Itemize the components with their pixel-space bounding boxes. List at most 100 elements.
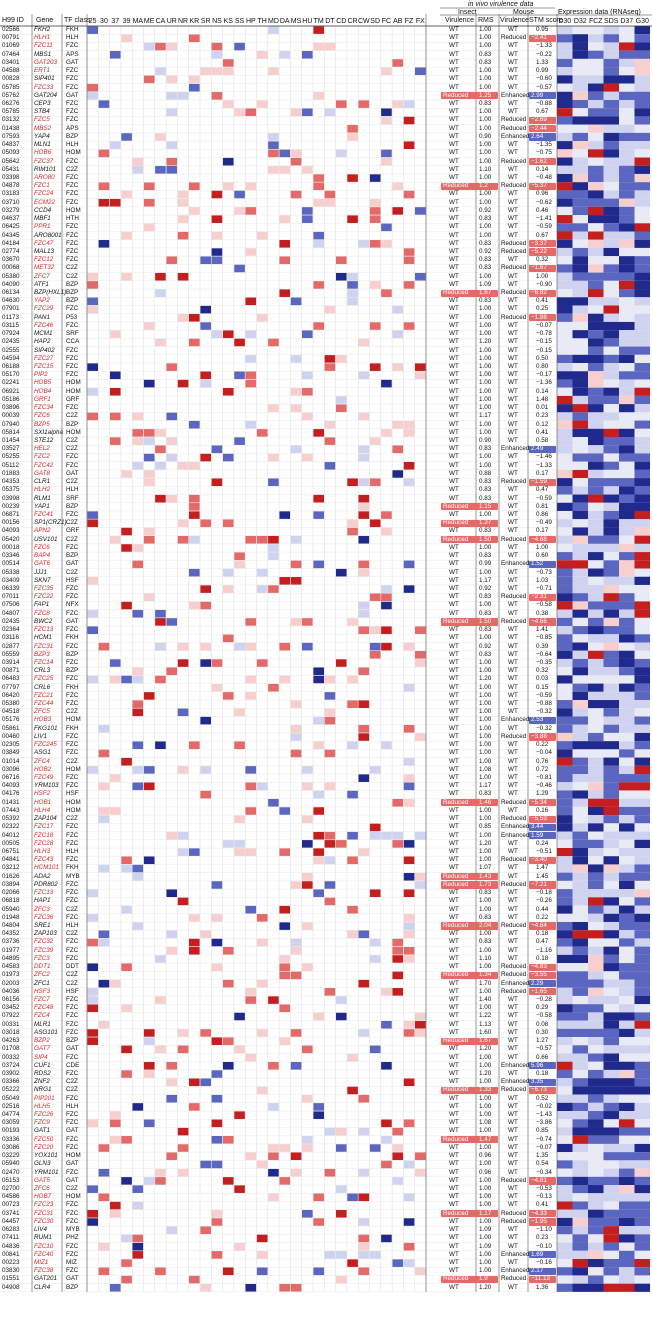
rms-value: 0.96 [479, 1168, 492, 1176]
expression-cell [572, 280, 588, 290]
heatmap-cell [143, 223, 155, 232]
expression-cell [572, 889, 588, 898]
expression-cell [619, 650, 635, 659]
stm-score: 2.29 [531, 979, 544, 987]
stm-score: −0.75 [536, 149, 552, 157]
expression-cell [588, 584, 604, 594]
heatmap-cell [403, 256, 415, 265]
gene-id: 02435 [2, 338, 20, 346]
heatmap-cell [155, 955, 166, 963]
tf-class: FZC [66, 774, 79, 782]
mouse-enhanced-badge [529, 980, 556, 988]
heatmap-cell [121, 133, 132, 141]
expression-cell [572, 609, 588, 618]
expression-cell [588, 815, 604, 824]
heatmap-cell [302, 881, 313, 889]
gene-name: BZP2 [34, 1037, 50, 1045]
insect-virulence: WT [449, 741, 459, 749]
insect-virulence: WT [449, 864, 459, 872]
expression-cell [634, 1193, 650, 1202]
expression-cell [619, 280, 635, 290]
tf-class: FZC [66, 1217, 79, 1225]
expression-cell [603, 116, 619, 125]
stm-score: −2.41 [531, 34, 547, 42]
heatmap-cell [290, 108, 302, 117]
gene-name: PIP201 [34, 1094, 55, 1102]
heatmap-cell [245, 1053, 257, 1062]
expression-cell [619, 387, 635, 396]
gene-id: 04012 [2, 831, 20, 839]
insect-virulence: WT [449, 568, 459, 576]
heatmap-cell [166, 1078, 178, 1087]
tf-class: GRF [66, 395, 80, 403]
gene-id: 05420 [2, 535, 20, 543]
heatmap-cell [347, 272, 358, 281]
heatmap-cell [143, 1177, 155, 1185]
tf-class: BZP [66, 1283, 79, 1291]
expression-cell [572, 716, 588, 725]
expression-cell [572, 584, 588, 594]
gene-name: PIP2 [34, 371, 48, 379]
heatmap-cell [369, 198, 381, 207]
rms-value: 1.00 [479, 749, 492, 757]
expression-cell [557, 1226, 573, 1235]
expression-cell [634, 502, 650, 511]
expression-cell [634, 1028, 650, 1038]
col-gene: Gene [36, 17, 54, 24]
heatmap-cell [279, 1037, 291, 1045]
expression-cell [588, 527, 604, 536]
expression-cell [619, 782, 635, 791]
heatmap-cell [381, 831, 392, 840]
expression-cell [572, 700, 588, 709]
mouse-reduced-badge [529, 988, 556, 996]
expression-cell [557, 141, 573, 150]
gene-id: 01626 [2, 872, 20, 880]
mouse-virulence: Reduced [501, 289, 527, 297]
gene-name: YAP2 [34, 297, 50, 305]
heatmap-cell [177, 1029, 189, 1037]
heatmap-cell [381, 988, 392, 996]
heatmap-cell [369, 478, 381, 487]
expression-cell [572, 765, 588, 775]
heatmap-cell [279, 50, 291, 59]
expression-cell [588, 453, 604, 462]
heatmap-cell [392, 363, 404, 371]
expression-cell [603, 782, 619, 791]
mouse-virulence: WT [508, 1242, 518, 1250]
gene-name: FZC28 [34, 839, 54, 847]
heatmap-cell [392, 420, 404, 429]
stm-score: 1.41 [536, 626, 549, 634]
gene-id: 03896 [2, 404, 20, 412]
expression-cell [619, 1283, 635, 1292]
insect-virulence: WT [449, 716, 459, 724]
insect-virulence: WT [449, 987, 459, 995]
heatmap-cell [222, 1037, 234, 1045]
expression-cell [603, 387, 619, 396]
expression-cell [603, 1250, 619, 1259]
heatmap-cell [166, 412, 178, 421]
mouse-reduced-badge [529, 856, 556, 864]
expression-cell [634, 437, 650, 446]
expression-cell [588, 560, 604, 569]
gene-id: 06483 [2, 675, 20, 683]
stm-score: 0.17 [536, 527, 549, 535]
expression-cell [603, 1119, 619, 1128]
expression-cell [634, 601, 650, 610]
expression-cell [619, 141, 635, 150]
expression-cell [603, 593, 619, 602]
heatmap-cell [143, 535, 155, 544]
expression-cell [557, 823, 573, 832]
gene-name: FZC33 [34, 83, 54, 91]
stm-score: −1.33 [536, 461, 552, 469]
heatmap-cell [335, 1185, 347, 1193]
tf-class: GAT [66, 560, 79, 568]
gene-name: FZC13 [34, 889, 54, 897]
stm-score: −0.57 [536, 1045, 552, 1053]
expression-cell [557, 691, 573, 701]
expression-cell [572, 1275, 588, 1284]
heatmap-cell [87, 387, 98, 396]
heatmap-cell [256, 979, 268, 988]
rms-value: 1.60 [479, 1028, 492, 1036]
gene-name: YRM101 [34, 1168, 59, 1176]
expression-cell [619, 289, 635, 298]
